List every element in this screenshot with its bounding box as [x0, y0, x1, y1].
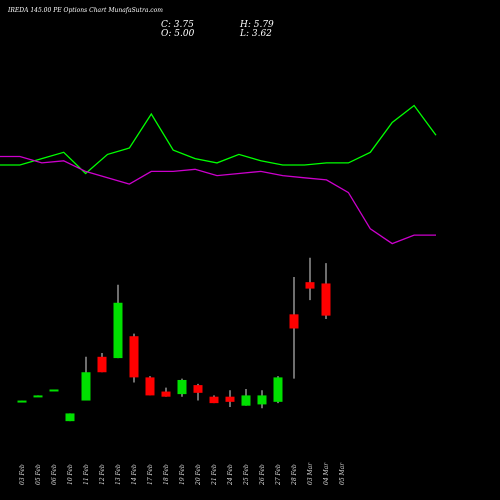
candle-24-feb — [225, 390, 235, 407]
candle-28-feb — [289, 277, 299, 379]
candle-body — [177, 379, 187, 395]
x-tick-label: 05 Mar — [339, 462, 346, 485]
x-tick-label: 21 Feb — [211, 464, 218, 486]
candle-17-feb — [145, 376, 155, 396]
candle-26-feb — [257, 390, 267, 409]
candle-body — [33, 395, 43, 398]
candle-21-feb — [209, 395, 219, 404]
high-value: H: 5.79 — [240, 20, 274, 30]
low-value: L: 3.62 — [240, 29, 272, 39]
open-value: O: 5.00 — [161, 29, 195, 39]
x-tick-label: 26 Feb — [259, 464, 266, 486]
candle-body — [17, 400, 27, 403]
candle-13-feb — [113, 284, 123, 359]
x-tick-label: 10 Feb — [67, 464, 74, 485]
candle-11-feb — [81, 356, 91, 401]
x-tick-label: 06 Feb — [51, 464, 58, 485]
candle-body — [145, 377, 155, 396]
candlesticks — [17, 257, 331, 422]
x-tick-label: 19 Feb — [179, 464, 186, 485]
x-tick-label: 20 Feb — [195, 464, 202, 486]
candle-body — [225, 396, 235, 402]
x-tick-label: 18 Feb — [163, 464, 170, 485]
candle-body — [81, 372, 91, 401]
indicator-line-1 — [0, 104, 437, 175]
candle-04-mar — [321, 263, 331, 319]
candle-body — [193, 385, 203, 393]
candle-25-feb — [241, 388, 251, 406]
candle-20-feb — [193, 383, 203, 401]
candle-12-feb — [97, 352, 107, 373]
x-tick-label: 12 Feb — [99, 464, 106, 485]
candle-body — [273, 377, 283, 402]
x-tick-label: 05 Feb — [35, 464, 42, 485]
chart-title: IREDA 145.00 PE Options Chart MunafaSutr… — [8, 7, 163, 14]
x-tick-label: 04 Mar — [323, 462, 330, 485]
x-tick-label: 11 Feb — [83, 464, 90, 485]
candle-18-feb — [161, 387, 171, 397]
candle-body — [321, 283, 331, 316]
candle-body — [49, 389, 59, 392]
x-tick-label: 25 Feb — [243, 464, 250, 486]
candle-27-feb — [273, 376, 283, 404]
candle-body — [241, 395, 251, 406]
x-tick-label: 24 Feb — [227, 464, 234, 486]
candle-19-feb — [177, 378, 187, 397]
indicator-lines — [0, 104, 437, 245]
candle-06-feb — [49, 389, 59, 392]
x-tick-label: 03 Mar — [307, 462, 314, 485]
candle-body — [129, 336, 139, 378]
candle-body — [209, 396, 219, 404]
indicator-line-2 — [0, 155, 436, 245]
candle-body — [289, 314, 299, 329]
candle-10-feb — [65, 413, 75, 422]
x-tick-label: 27 Feb — [275, 464, 282, 486]
x-tick-label: 28 Feb — [291, 464, 298, 486]
candle-body — [113, 302, 123, 359]
candle-body — [65, 413, 75, 422]
candle-body — [97, 356, 107, 373]
candle-03-mar — [305, 257, 315, 301]
close-value: C: 3.75 — [161, 20, 194, 30]
candle-body — [305, 282, 315, 289]
candle-05-feb — [33, 395, 43, 398]
x-tick-label: 14 Feb — [131, 464, 138, 485]
candle-body — [161, 391, 171, 397]
x-axis-labels: 03 Feb 05 Feb 06 Feb 10 Feb 11 Feb 12 Feb 13 F… — [19, 462, 346, 486]
x-tick-label: 13 Feb — [115, 464, 122, 485]
x-tick-label: 17 Feb — [147, 464, 154, 485]
candle-body — [257, 395, 267, 405]
candle-14-feb — [129, 333, 139, 383]
candle-03-feb — [17, 400, 27, 403]
x-tick-label: 03 Feb — [19, 464, 26, 485]
